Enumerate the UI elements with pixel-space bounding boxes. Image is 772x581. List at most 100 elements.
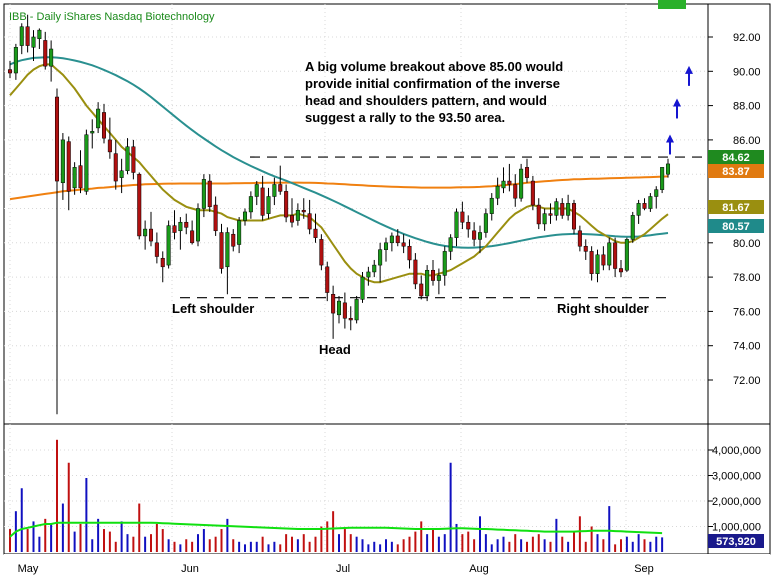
- candle-body: [407, 245, 412, 261]
- candle-body: [413, 259, 418, 285]
- candle-body: [642, 203, 647, 209]
- candle-body: [466, 221, 471, 230]
- candle-body: [49, 48, 54, 67]
- date-tick-label: Jun: [181, 563, 199, 575]
- candle-body: [54, 96, 60, 182]
- candle-body: [401, 242, 406, 247]
- candle-body: [143, 228, 148, 237]
- candle-body: [178, 221, 183, 232]
- annotation-line-1: A big volume breakout above 85.00 would: [305, 59, 563, 74]
- candle-body: [319, 239, 324, 266]
- candle-body: [448, 237, 453, 252]
- candle-body: [583, 245, 588, 252]
- candle-body: [313, 228, 318, 238]
- date-axis: [4, 554, 770, 579]
- candle-body: [260, 187, 265, 216]
- volume-tick-label: 2,000,000: [712, 496, 761, 508]
- candle-body: [284, 191, 289, 218]
- candle-body: [96, 108, 101, 129]
- target-arrow-head: [685, 65, 693, 74]
- date-tick-label: Jul: [336, 563, 350, 575]
- right-shoulder-label: Right shoulder: [557, 301, 649, 316]
- candle-body: [207, 180, 212, 208]
- candle-body: [360, 276, 365, 300]
- price-tick-label: 78.00: [733, 272, 761, 284]
- candle-body: [231, 233, 236, 247]
- candle-body: [37, 29, 42, 39]
- candle-body: [272, 184, 277, 197]
- candle-body: [266, 196, 271, 214]
- candle-body: [519, 168, 524, 199]
- candle-body: [336, 300, 342, 316]
- candle-body: [395, 235, 400, 244]
- price-tick-label: 80.00: [733, 238, 761, 250]
- candle-body: [613, 242, 618, 269]
- top-marker: [658, 0, 686, 9]
- candle-body: [636, 203, 641, 216]
- value-tag-label: 80.57: [722, 221, 750, 233]
- candle-body: [425, 269, 430, 297]
- target-arrow-head: [666, 134, 674, 143]
- annotation-line-4: suggest a rally to the 93.50 area.: [305, 110, 505, 125]
- candle-body: [383, 242, 389, 250]
- candle-body: [172, 225, 177, 233]
- candle-body: [219, 232, 224, 269]
- ma50-line: [9, 56, 669, 249]
- candle-body: [536, 204, 541, 225]
- candle-body: [372, 264, 377, 273]
- candle-body: [342, 302, 347, 319]
- candle-body: [354, 299, 359, 321]
- candle-body: [137, 173, 142, 237]
- price-pane: [3, 3, 709, 425]
- candle-body: [595, 254, 600, 274]
- value-tag-label: 84.62: [722, 152, 750, 164]
- candle-body: [571, 203, 577, 230]
- price-tick-label: 90.00: [733, 66, 761, 78]
- candle-body: [648, 196, 653, 209]
- candle-body: [483, 213, 488, 233]
- candle-body: [43, 40, 48, 67]
- candle-body: [254, 184, 259, 197]
- chart-title: IBB - Daily iShares Nasdaq Biotechnology: [9, 11, 215, 23]
- candle-body: [624, 239, 629, 271]
- candle-body: [213, 204, 218, 232]
- candle-body: [660, 167, 665, 190]
- candle-body: [148, 228, 154, 242]
- candle-body: [25, 26, 30, 46]
- candle-body: [589, 251, 594, 274]
- value-tag-label: 83.87: [722, 166, 750, 178]
- candle-body: [307, 213, 312, 230]
- annotation-line-2: provide initial confirmation of the inve…: [305, 76, 560, 91]
- price-tick-label: 88.00: [733, 101, 761, 113]
- candle-body: [301, 209, 306, 213]
- candle-body: [60, 139, 65, 184]
- date-tick-label: May: [18, 563, 39, 575]
- candle-body: [389, 235, 394, 244]
- price-tick-label: 76.00: [733, 306, 761, 318]
- annotation-line-3: head and shoulders pattern, and would: [305, 93, 547, 108]
- value-tag-label: 573,920: [716, 536, 756, 548]
- candle-body: [31, 36, 36, 48]
- candle-body: [113, 153, 118, 182]
- candle-body: [513, 184, 518, 199]
- candle-body: [348, 318, 353, 321]
- volume-tick-label: 1,000,000: [712, 522, 761, 534]
- candle-body: [378, 249, 383, 266]
- candle-body: [90, 131, 95, 134]
- candle-body: [125, 146, 130, 172]
- candle-body: [665, 163, 671, 175]
- value-tag: [708, 150, 764, 164]
- candle-body: [542, 213, 547, 225]
- candle-body: [72, 167, 77, 189]
- candle-body: [131, 146, 136, 173]
- candle-body: [84, 134, 89, 192]
- value-tag: [708, 219, 764, 233]
- candle-body: [554, 201, 559, 216]
- candle-body: [242, 211, 248, 221]
- candle-body: [7, 69, 13, 74]
- candle-body: [548, 213, 553, 216]
- value-tag: [708, 534, 764, 548]
- candle-body: [489, 197, 494, 214]
- candle-body: [366, 271, 371, 278]
